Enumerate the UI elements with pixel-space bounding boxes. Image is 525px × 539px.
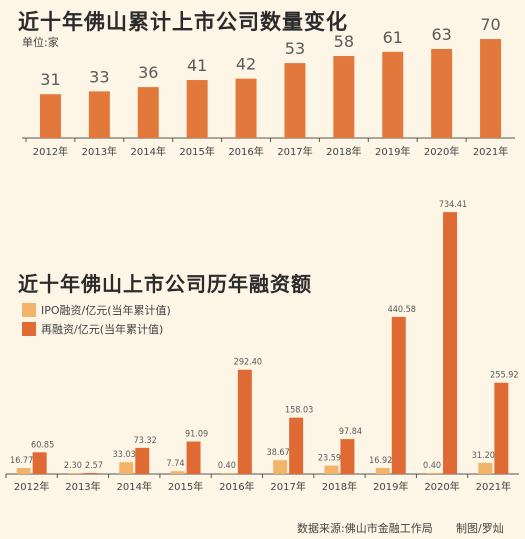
chart1-data-label: 42	[236, 55, 256, 74]
chart2-tick-label: 2021年	[476, 480, 511, 493]
chart1-bar	[480, 39, 502, 138]
legend-ipo: IPO融资/亿元(当年累计值)	[22, 302, 171, 318]
chart1-bar	[88, 91, 110, 138]
chart2-label-refi: 2.57	[85, 461, 103, 471]
chart1-tick-label: 2016年	[228, 145, 263, 158]
legend-refi: 再融资/亿元(当年累计值)	[22, 321, 163, 337]
chart2-label-ipo: 31.20	[472, 451, 495, 461]
chart2-label-ipo: 38.67	[267, 448, 290, 458]
chart1-data-label: 31	[40, 70, 60, 89]
chart1-title: 近十年佛山累计上市公司数量变化	[18, 10, 348, 34]
chart1-tick-label: 2014年	[131, 145, 166, 158]
chart2-label-refi: 91.09	[185, 430, 208, 440]
chart2-bar-ipo	[324, 465, 339, 474]
chart2-bar-refi	[494, 382, 509, 474]
chart2-bar-refi	[186, 441, 201, 474]
chart2-bar-ipo	[375, 467, 390, 474]
chart2-label-refi: 734.41	[439, 200, 467, 210]
chart1-bar	[235, 78, 257, 138]
chart1-data-label: 70	[480, 15, 500, 34]
chart2-tick-label: 2017年	[270, 480, 305, 493]
chart1-data-label: 36	[138, 63, 158, 82]
chart2-label-ipo: 0.40	[423, 461, 441, 471]
chart1-bar	[39, 94, 61, 138]
chart2-label-refi: 292.40	[234, 358, 262, 368]
chart2-label-refi: 158.03	[285, 406, 313, 416]
chart2-label-refi: 73.32	[134, 436, 157, 446]
footer-source: 数据来源:佛山市金融工作局	[297, 522, 433, 535]
chart2-tick-label: 2014年	[117, 480, 152, 493]
chart2-label-ipo: 16.77	[10, 456, 33, 466]
legend-refi-label: 再融资/亿元(当年累计值)	[41, 323, 164, 336]
chart2-bar-refi	[135, 447, 150, 474]
chart2-label-ipo: 16.92	[369, 456, 392, 466]
chart2-bar-ipo	[273, 460, 288, 474]
footer-credit: 制图/罗灿	[456, 522, 504, 535]
chart2-tick-label: 2015年	[168, 480, 203, 493]
chart1-tick-label: 2020年	[424, 145, 459, 158]
chart2-bar-ipo	[170, 471, 185, 474]
chart2-bar-ipo	[478, 462, 493, 474]
chart2-label-ipo: 0.40	[218, 461, 236, 471]
chart1-data-label: 53	[285, 39, 305, 58]
chart1-data-label: 58	[334, 32, 354, 51]
chart2-label-ipo: 23.59	[318, 454, 341, 464]
chart2-bar-refi	[32, 452, 47, 474]
chart2-label-refi: 440.58	[388, 305, 416, 315]
chart1-tick-label: 2019年	[375, 145, 410, 158]
chart2-label-ipo: 7.74	[167, 459, 185, 469]
chart1-data-label: 61	[383, 28, 403, 47]
legend-ipo-label: IPO融资/亿元(当年累计值)	[41, 304, 171, 317]
chart2-tick-label: 2019年	[373, 480, 408, 493]
chart2-label-refi: 255.92	[490, 371, 518, 381]
chart1-data-label: 63	[431, 25, 451, 44]
chart2-label-ipo: 33.03	[113, 450, 136, 460]
chart2-bar-refi	[391, 316, 406, 474]
chart2-label-ipo: 2.30	[64, 461, 82, 471]
chart1-tick-label: 2018年	[326, 145, 361, 158]
chart1-tick-label: 2015年	[179, 145, 214, 158]
chart2-bar-ipo	[16, 468, 31, 474]
chart2-tick-label: 2012年	[14, 480, 49, 493]
chart2-bar-ipo	[67, 473, 82, 474]
chart1-bar	[333, 56, 355, 138]
chart1-bar	[186, 80, 208, 138]
chart1-tick-label: 2021年	[473, 145, 508, 158]
chart2-bar-ipo	[119, 462, 134, 474]
chart2-bar-refi	[289, 417, 304, 474]
chart1-bar	[137, 87, 159, 138]
chart1-tick-label: 2012年	[33, 145, 68, 158]
chart2-svg: 16.77 60.85 2012年 2.30 2.57 2013年 33.03 73.32 20…	[5, 200, 519, 493]
legend-ipo-swatch	[22, 303, 36, 317]
chart1-bar	[284, 63, 306, 138]
chart2-tick-label: 2018年	[322, 480, 357, 493]
chart2-label-refi: 97.84	[339, 427, 362, 437]
chart2-bar-refi	[83, 473, 98, 474]
chart2-label-refi: 60.85	[31, 440, 54, 450]
chart2-bar-ipo	[427, 473, 442, 474]
chart2-tick-label: 2020年	[424, 480, 459, 493]
chart2-tick-label: 2013年	[65, 480, 100, 493]
chart1-bar	[382, 51, 404, 138]
chart2-title: 近十年佛山上市公司历年融资额	[18, 272, 312, 296]
chart2-bar-ipo	[221, 473, 236, 474]
chart1-tick-label: 2017年	[277, 145, 312, 158]
legend-refi-swatch	[22, 322, 36, 336]
chart2-bar-refi	[443, 212, 458, 474]
chart2-bar-refi	[237, 369, 252, 474]
chart1-svg: 31 2012年 33 2013年 36 2014年 41 2015年 42 2016年 53 201…	[22, 15, 515, 158]
chart1-tick-label: 2013年	[82, 145, 117, 158]
chart1-bar	[431, 48, 453, 138]
chart1-data-label: 41	[187, 56, 207, 75]
chart1-unit-label: 单位:家	[22, 36, 59, 49]
chart1-data-label: 33	[89, 67, 109, 86]
chart2-bar-refi	[340, 439, 355, 474]
chart2-tick-label: 2016年	[219, 480, 254, 493]
